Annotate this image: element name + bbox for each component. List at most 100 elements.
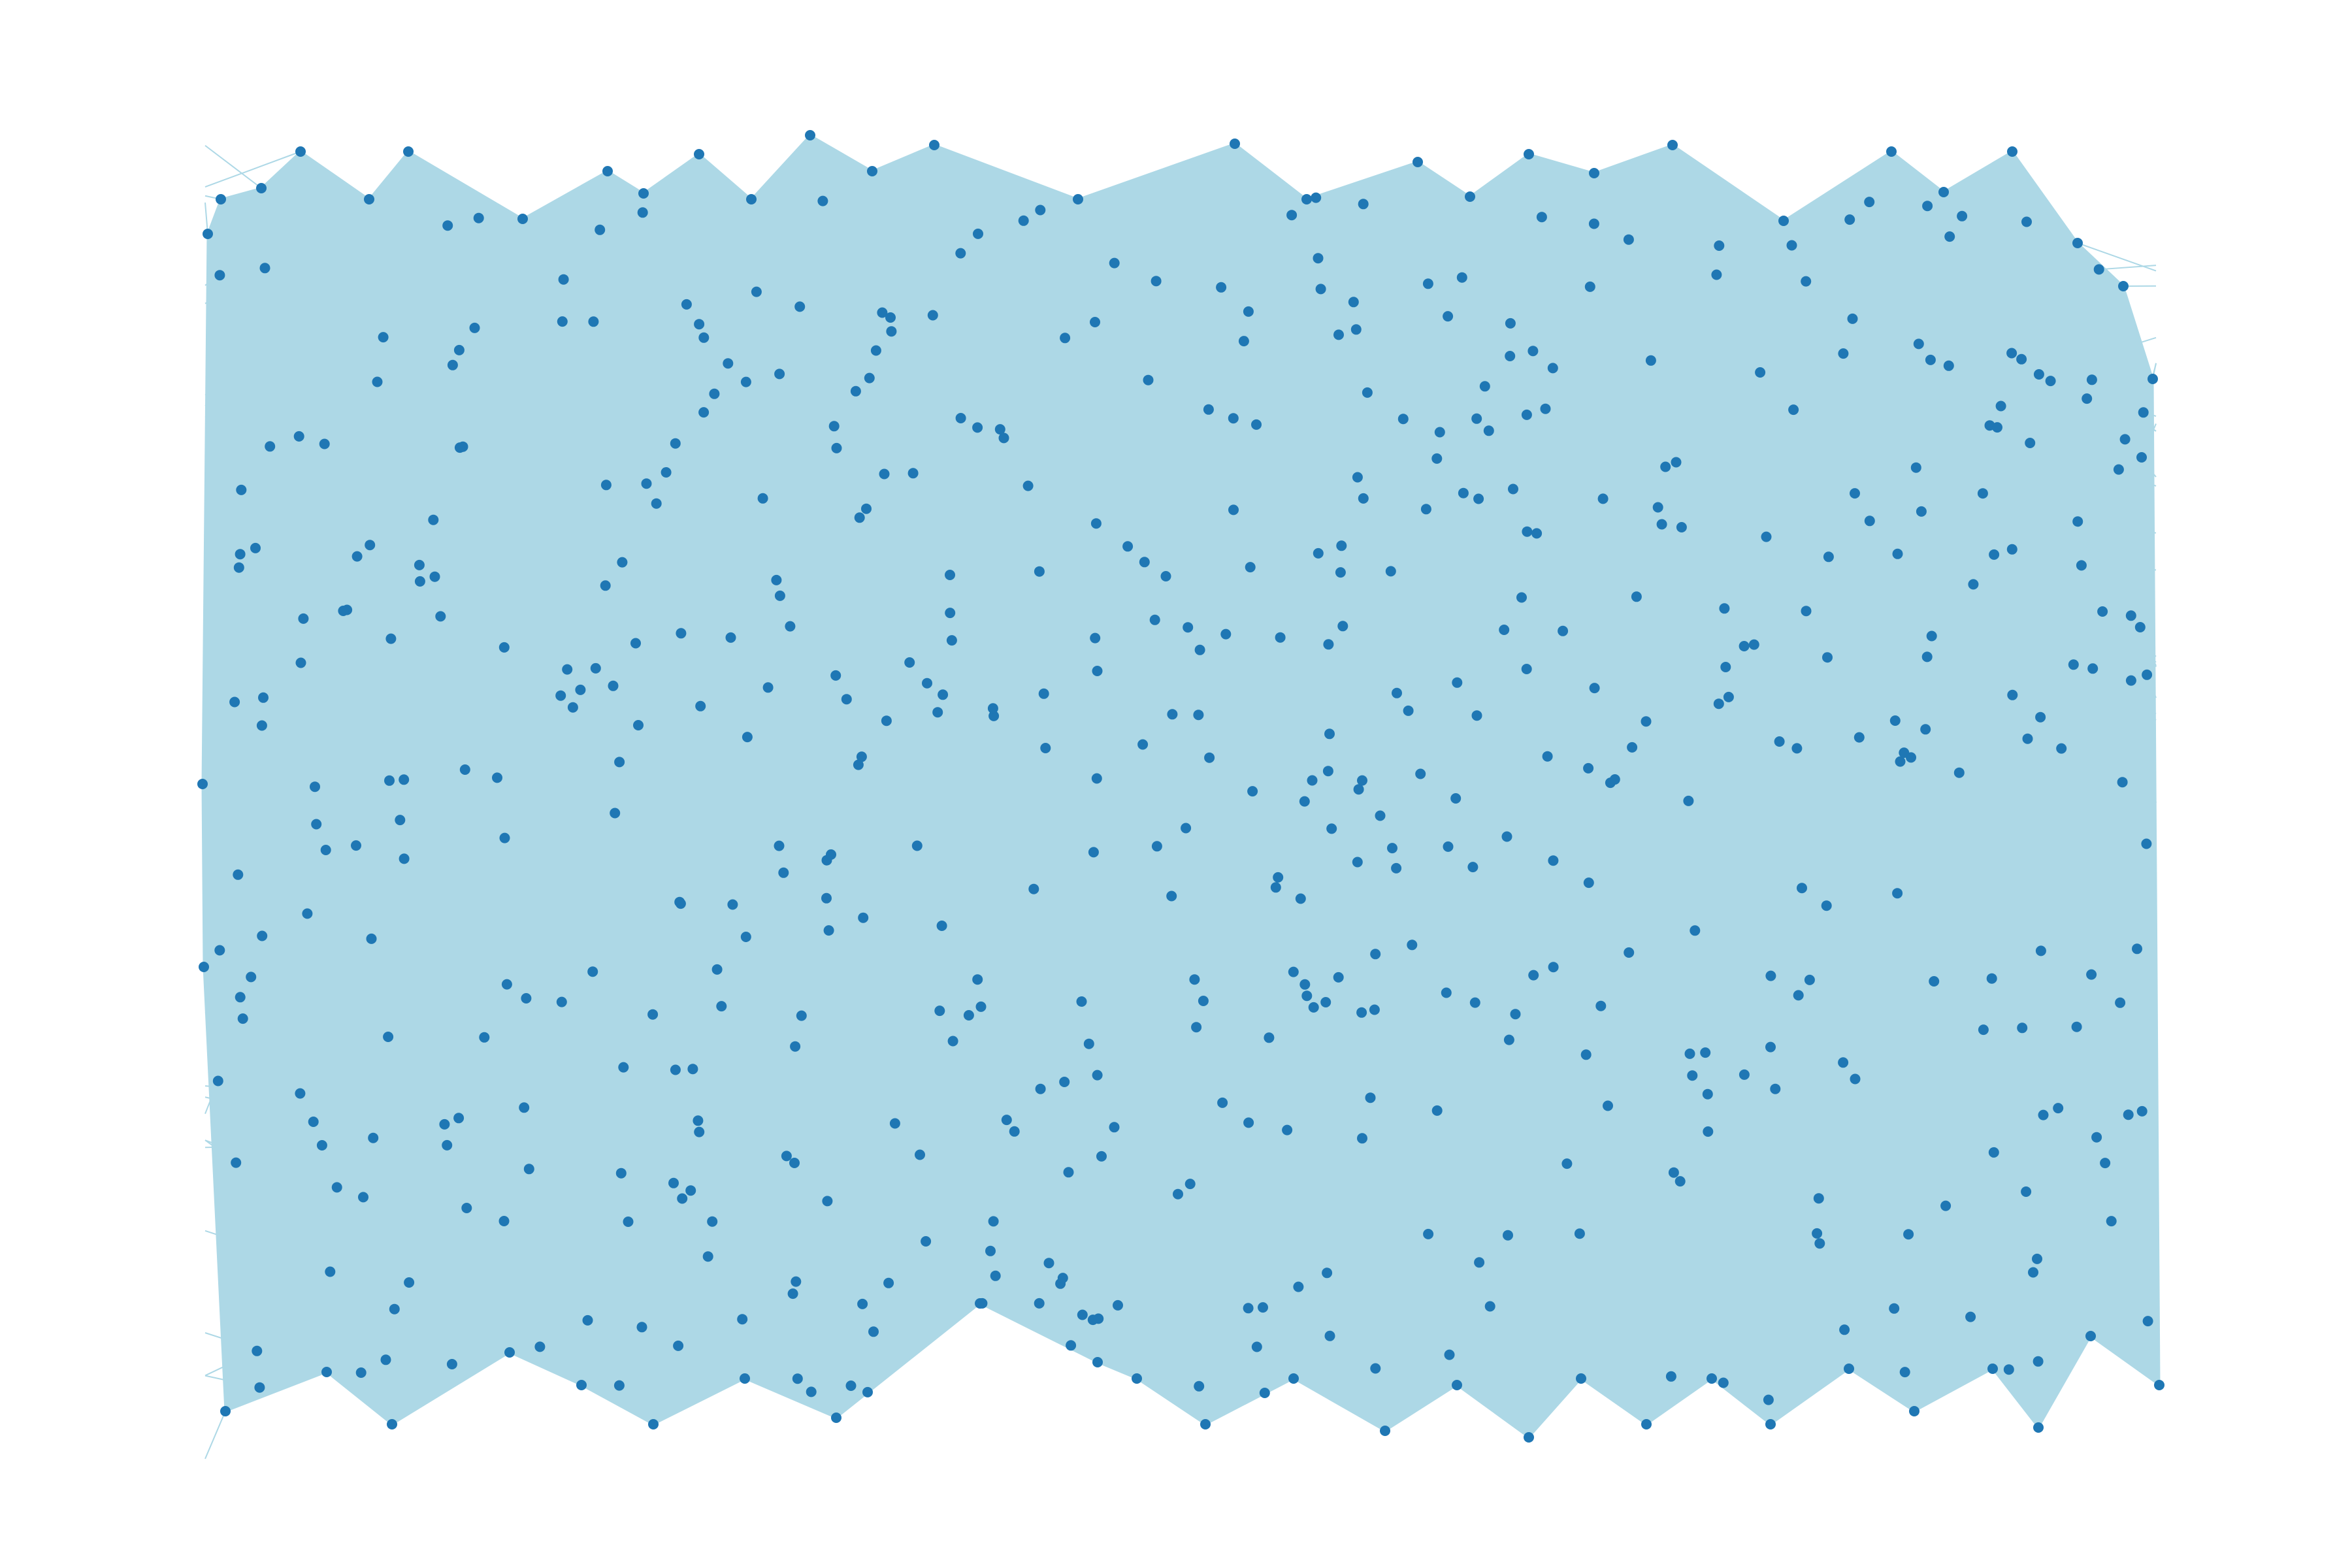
graph-node — [1189, 974, 1200, 985]
graph-node — [2100, 1158, 2111, 1169]
graph-node — [1444, 1349, 1455, 1360]
graph-node — [1479, 381, 1490, 392]
graph-node — [1299, 979, 1311, 990]
graph-node — [1770, 1083, 1781, 1094]
graph-node — [633, 720, 644, 730]
graph-node — [1083, 1038, 1094, 1049]
graph-node — [1282, 1124, 1293, 1135]
graph-node — [295, 146, 306, 157]
graph-node — [2038, 1109, 2049, 1120]
graph-node — [1527, 346, 1539, 357]
graph-node — [762, 682, 774, 693]
graph-node — [623, 1217, 634, 1227]
graph-node — [1122, 541, 1134, 552]
graph-node — [1043, 1258, 1054, 1269]
graph-node — [1230, 139, 1240, 149]
graph-node — [1627, 742, 1638, 753]
graph-node — [2021, 216, 2032, 227]
graph-node — [203, 229, 213, 239]
graph-node — [647, 1009, 659, 1020]
graph-node — [1864, 515, 1875, 527]
graph-node — [1217, 1097, 1228, 1108]
graph-node — [854, 512, 865, 523]
graph-node — [1431, 1105, 1443, 1116]
graph-node — [399, 853, 410, 864]
graph-node — [977, 1298, 988, 1309]
graph-node — [1899, 1367, 1910, 1378]
graph-node — [302, 908, 313, 919]
graph-node — [1392, 687, 1402, 698]
graph-node — [1765, 1041, 1776, 1053]
graph-node — [2086, 969, 2097, 980]
graph-node — [651, 498, 662, 509]
graph-node — [1357, 775, 1367, 786]
graph-node — [1063, 1167, 1074, 1178]
graph-node — [1301, 194, 1312, 204]
graph-node — [1324, 1330, 1335, 1341]
graph-node — [1391, 862, 1402, 874]
graph-node — [687, 1064, 698, 1075]
graph-node — [2033, 1422, 2044, 1433]
graph-node — [1536, 212, 1547, 223]
graph-node — [1561, 1158, 1573, 1169]
graph-node — [1028, 883, 1039, 894]
graph-node — [1822, 652, 1833, 663]
graph-node — [212, 1075, 223, 1086]
graph-node — [1674, 1176, 1686, 1187]
graph-node — [1022, 480, 1034, 491]
graph-node — [727, 899, 738, 910]
graph-node — [1431, 453, 1443, 464]
graph-node — [675, 898, 686, 909]
graph-node — [316, 1140, 327, 1151]
graph-node — [1786, 240, 1797, 251]
graph-node — [822, 1196, 833, 1207]
graph-node — [1791, 743, 1803, 754]
graph-node — [2087, 663, 2099, 674]
graph-node — [1755, 367, 1766, 378]
graph-node — [235, 549, 246, 560]
graph-node — [1299, 796, 1310, 807]
graph-node — [2119, 434, 2131, 445]
graph-node — [742, 732, 753, 743]
graph-node — [757, 493, 768, 504]
graph-node — [1385, 566, 1396, 577]
graph-node — [638, 188, 649, 199]
graph-node — [1793, 990, 1804, 1001]
graph-node — [1589, 683, 1600, 694]
graph-node — [1540, 403, 1551, 414]
graph-node — [590, 662, 601, 674]
graph-node — [1700, 1047, 1711, 1058]
graph-node — [867, 166, 877, 176]
graph-node — [1503, 1230, 1513, 1241]
graph-node — [1584, 281, 1595, 292]
graph-node — [2021, 1186, 2032, 1197]
graph-node — [975, 1001, 987, 1012]
graph-node — [1322, 1267, 1333, 1279]
graph-node — [237, 1013, 248, 1024]
graph-node — [429, 571, 440, 582]
graph-node — [2071, 1021, 2082, 1032]
graph-node — [2035, 711, 2046, 723]
graph-node — [830, 670, 841, 681]
graph-node — [1245, 562, 1256, 573]
graph-node — [1301, 990, 1313, 1002]
graph-node — [399, 774, 410, 785]
graph-node — [1886, 146, 1897, 157]
graph-node — [250, 542, 261, 553]
graph-node — [1350, 324, 1362, 335]
graph-node — [1899, 747, 1910, 759]
graph-node — [2045, 376, 2056, 387]
graph-node — [615, 1168, 627, 1179]
graph-node — [805, 130, 815, 140]
graph-node — [504, 1347, 515, 1358]
graph-node — [614, 757, 625, 768]
graph-node — [1066, 1340, 1077, 1351]
graph-node — [1353, 784, 1364, 795]
graph-node — [1337, 621, 1348, 632]
graph-node — [1307, 775, 1318, 786]
graph-node — [1167, 709, 1178, 720]
graph-node — [1910, 462, 1921, 473]
graph-node — [862, 1386, 873, 1397]
graph-node — [1173, 1188, 1183, 1200]
graph-node — [321, 1367, 332, 1377]
